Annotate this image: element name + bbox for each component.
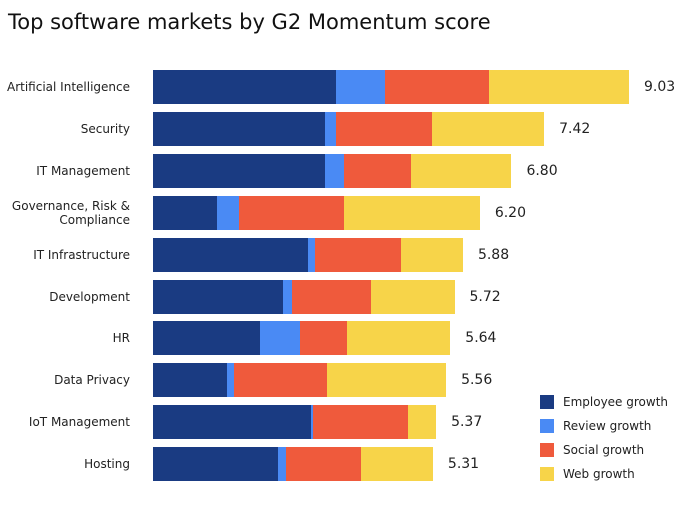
bar-segment [324, 153, 344, 188]
bar-segment [153, 447, 278, 482]
bar-segment [307, 237, 315, 272]
total-label: 5.72 [469, 288, 501, 305]
legend-label: Social growth [563, 443, 645, 457]
chart-title: Top software markets by G2 Momentum scor… [8, 10, 491, 34]
bar-segment [153, 405, 312, 440]
bar-segment [153, 279, 284, 314]
bar-segment [226, 363, 234, 398]
bar-segment [327, 363, 447, 398]
category-label: Development [49, 289, 130, 304]
category-label: Security [80, 121, 130, 136]
bar-segment [488, 70, 629, 104]
total-label: 9.03 [644, 79, 676, 95]
legend-swatch [540, 395, 554, 409]
total-label: 5.64 [465, 330, 497, 347]
bar-segment [313, 405, 409, 440]
category-label: IT Management [36, 163, 130, 178]
bar-segment [153, 363, 227, 398]
total-label: 7.42 [559, 120, 591, 137]
bar-segment [400, 237, 463, 272]
bar-segment [335, 70, 385, 104]
legend-label: Employee growth [563, 395, 668, 409]
bar-segment [311, 405, 314, 440]
bar-segment [153, 321, 260, 356]
bar-segment [283, 279, 293, 314]
bar-segment [277, 447, 286, 482]
bar-segment [153, 195, 217, 230]
bar-segment [153, 111, 325, 146]
bar-segment [346, 321, 451, 356]
bar-segment [233, 363, 328, 398]
bar-segment [153, 153, 325, 188]
bar-segment [238, 195, 344, 230]
bar-segment [371, 279, 455, 314]
legend-label: Web growth [563, 467, 635, 481]
bar-segment [153, 237, 308, 272]
category-label: Artificial Intelligence [7, 80, 130, 94]
total-label: 5.31 [447, 456, 480, 473]
bar-segment [324, 111, 336, 146]
bar-segment [408, 405, 437, 440]
category-label: Data Privacy [54, 373, 130, 388]
bar-segment [343, 153, 411, 188]
category-label: Hosting [84, 457, 130, 472]
legend-label: Review growth [563, 419, 652, 433]
category-label: IoT Management [28, 415, 130, 430]
total-label: 5.88 [477, 246, 510, 263]
bar-segment [285, 447, 361, 482]
legend-swatch [540, 467, 554, 481]
bar-segment [431, 111, 545, 146]
bar-segment [314, 237, 401, 272]
total-label: 5.37 [451, 414, 483, 431]
category-label: Governance, Risk & Compliance [11, 198, 130, 227]
bar-segment [292, 279, 372, 314]
legend-swatch [540, 443, 554, 457]
category-label: IT Infrastructure [33, 247, 130, 262]
bar-segment [410, 153, 512, 188]
bar-segment [335, 111, 432, 146]
legend-swatch [540, 419, 554, 433]
total-label: 6.20 [494, 204, 526, 221]
category-label: HR [112, 331, 130, 346]
bar-segment [153, 70, 336, 104]
bar-segment [300, 321, 347, 356]
bar-segment [216, 195, 239, 230]
bar-segment [384, 70, 489, 104]
total-label: 5.56 [461, 372, 493, 389]
bar-segment [260, 321, 301, 356]
bar-segment [360, 447, 433, 482]
bar-segment [343, 195, 480, 230]
total-label: 6.80 [526, 162, 558, 179]
